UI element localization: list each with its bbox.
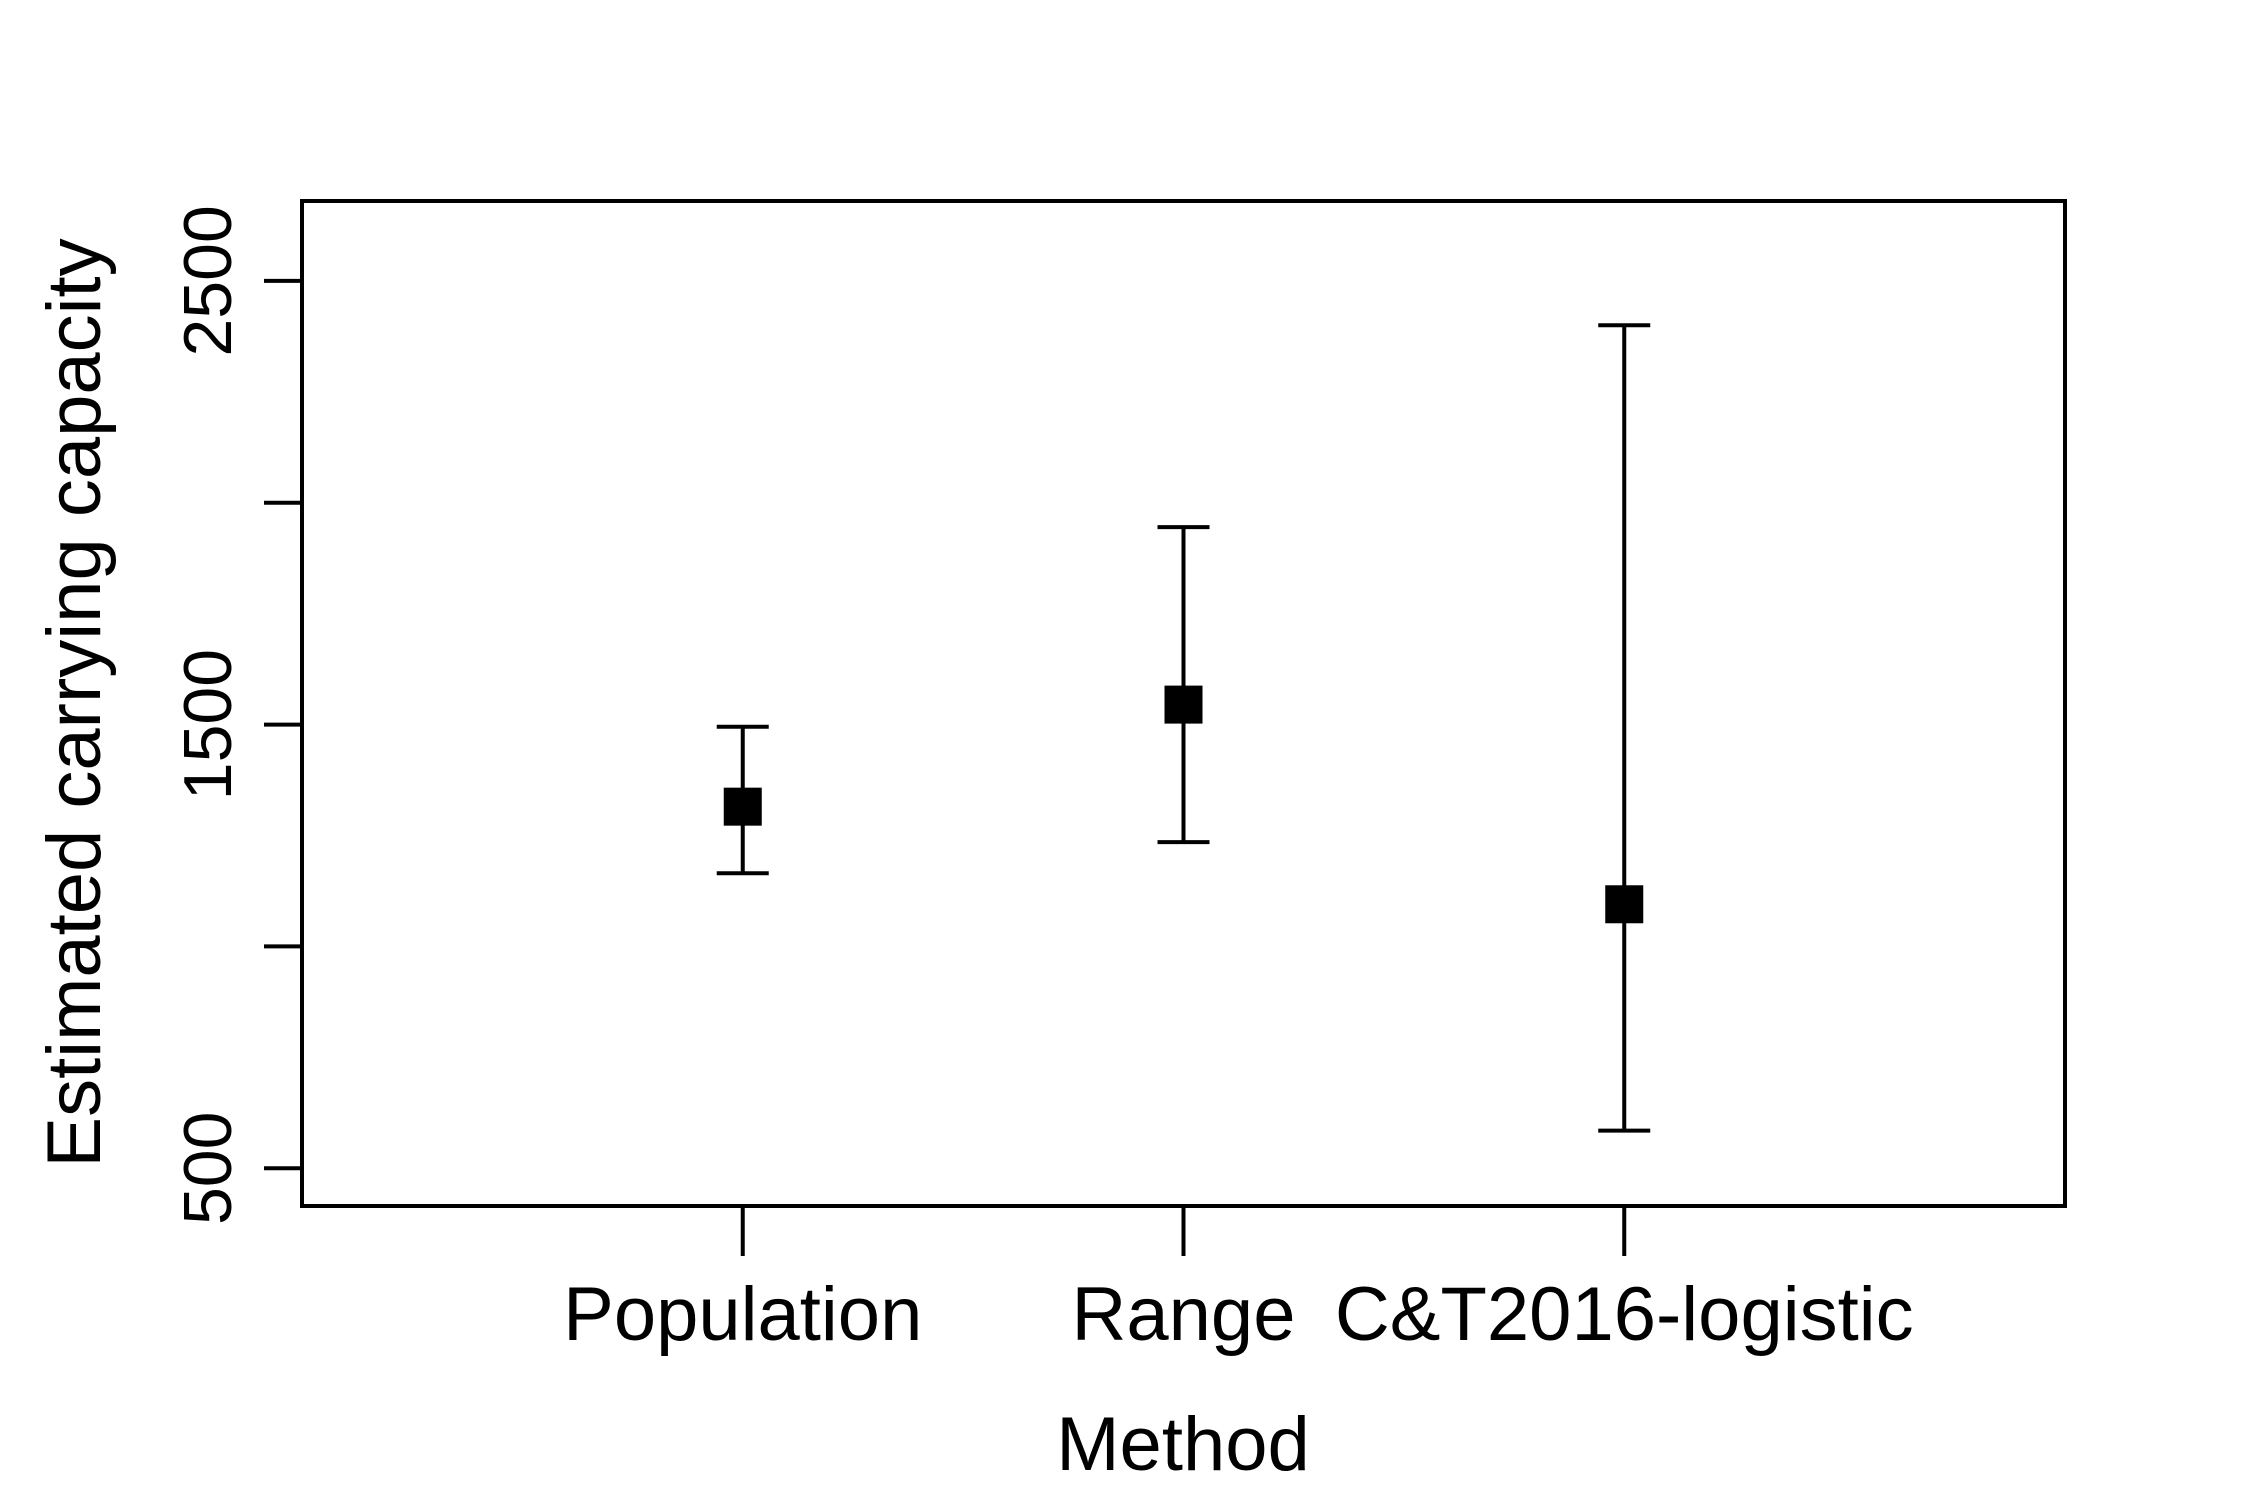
x-tick-label: Population <box>563 1272 922 1357</box>
x-tick-label: C&T2016-logistic <box>1335 1272 1914 1357</box>
x-axis: Population Range C&T2016-logistic <box>563 1206 1914 1357</box>
x-tick-label: Range <box>1072 1272 1296 1357</box>
estimate-point <box>1164 685 1203 724</box>
y-tick-label: 500 <box>170 1112 246 1225</box>
data-marks <box>716 323 1651 1133</box>
y-axis-title: Estimated carrying capacity <box>32 238 117 1167</box>
y-tick-label: 1500 <box>170 649 246 800</box>
y-axis: 500 1500 2500 <box>170 205 304 1225</box>
x-axis-title: Method <box>1056 1402 1310 1487</box>
y-tick-label: 2500 <box>170 205 246 356</box>
estimate-point <box>1605 885 1644 924</box>
estimate-point <box>723 787 762 826</box>
